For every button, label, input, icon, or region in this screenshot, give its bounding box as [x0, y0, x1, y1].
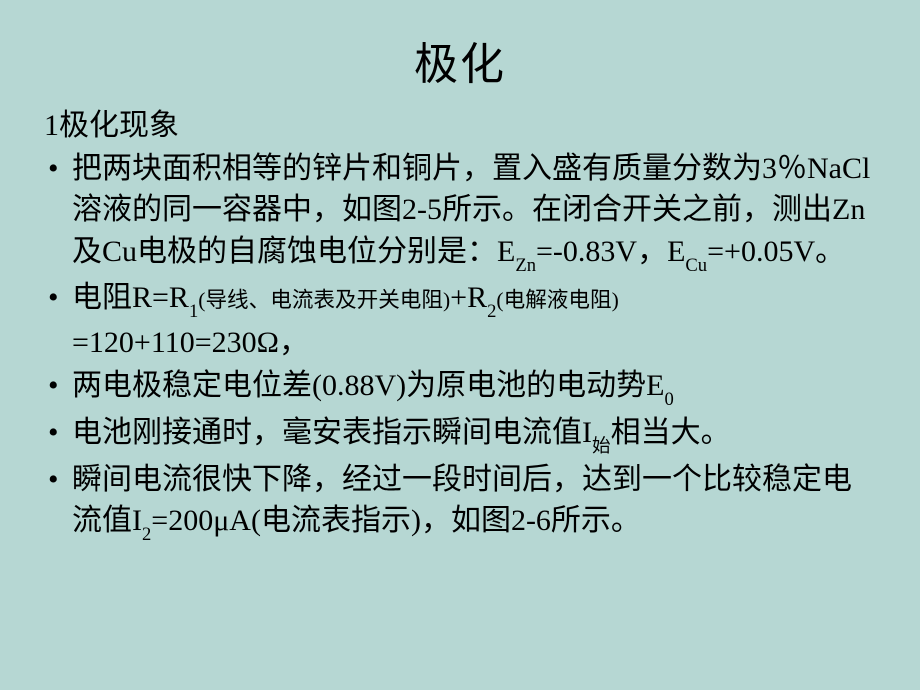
text: +R [450, 281, 487, 314]
text: 相当大。 [611, 416, 731, 449]
small-text: (电解液电阻) [496, 288, 618, 312]
list-item: 电池刚接通时，毫安表指示瞬间电流值I始相当大。 [72, 412, 876, 457]
subscript: 1 [189, 301, 198, 322]
subscript: Cu [685, 255, 707, 276]
list-item: 电阻R=R1(导线、电流表及开关电阻)+R2(电解液电阻) =120+110=23… [72, 277, 876, 363]
subscript: 0 [664, 389, 673, 410]
subscript: 2 [142, 524, 151, 545]
slide-title: 极化 [44, 28, 876, 92]
bullet-list: 把两块面积相等的锌片和铜片，置入盛有质量分数为3％NaCl溶液的同一容器中，如图… [44, 148, 876, 545]
text: 两电极稳定电位差(0.88V)为原电池的电动势E [72, 369, 664, 402]
section-heading: 1极化现象 [44, 100, 876, 144]
text: 电池刚接通时，毫安表指示瞬间电流值I [72, 416, 592, 449]
subscript: Zn [515, 255, 536, 276]
list-item: 把两块面积相等的锌片和铜片，置入盛有质量分数为3％NaCl溶液的同一容器中，如图… [72, 148, 876, 275]
subscript: 始 [592, 436, 611, 457]
text: =120+110=230Ω， [72, 326, 309, 359]
text: =200μA(电流表指示)，如图2-6所示。 [151, 504, 641, 537]
subscript: 2 [487, 301, 496, 322]
list-item: 两电极稳定电位差(0.88V)为原电池的电动势E0 [72, 365, 876, 410]
slide: 极化 1极化现象 把两块面积相等的锌片和铜片，置入盛有质量分数为3％NaCl溶液… [0, 0, 920, 690]
text: =-0.83V，E [536, 235, 685, 268]
text: =+0.05V。 [707, 235, 845, 268]
small-text: (导线、电流表及开关电阻) [198, 288, 450, 312]
text: 电阻R=R [72, 281, 189, 314]
list-item: 瞬间电流很快下降，经过一段时间后，达到一个比较稳定电流值I2=200μA(电流表… [72, 459, 876, 545]
